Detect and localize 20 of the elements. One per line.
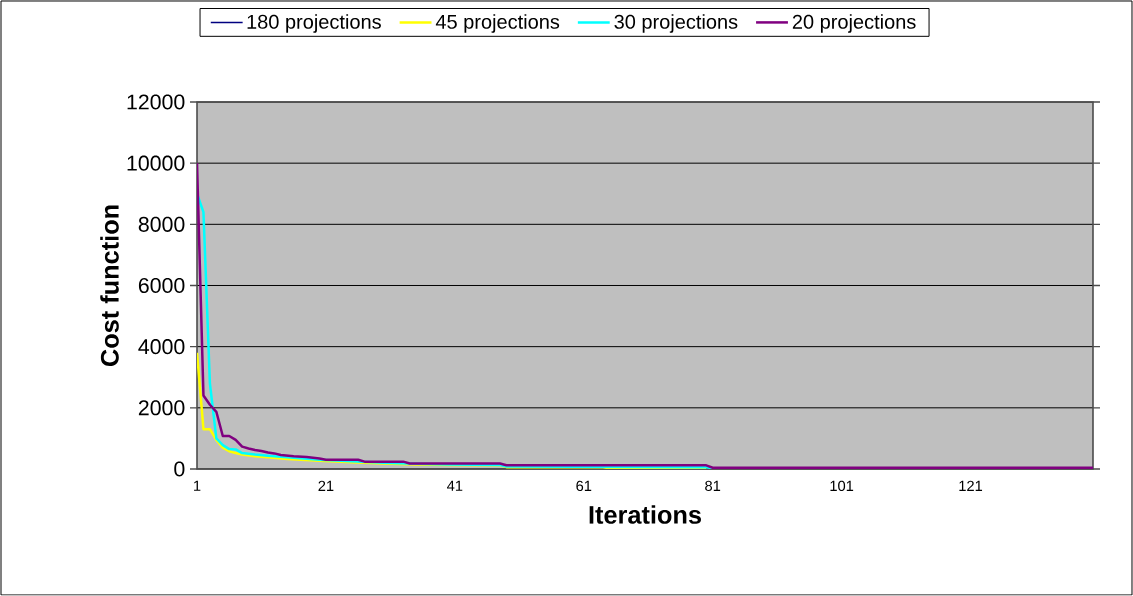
legend-label: 20 projections [792, 14, 916, 33]
y-tick-label: 8000 [138, 216, 185, 232]
legend-label: 30 projections [614, 14, 738, 33]
y-tick-label: 4000 [138, 339, 185, 355]
y-tick-label: 12000 [127, 94, 185, 110]
y-tick-label: 0 [174, 461, 185, 477]
y-tick-label: 10000 [127, 155, 185, 171]
x-tick-label: 61 [576, 480, 592, 492]
x-tick-label: 81 [705, 480, 721, 492]
x-tick-label: 41 [447, 480, 463, 491]
y-axis-title: Cost function [100, 205, 119, 367]
x-axis-title: Iterations [589, 505, 701, 524]
x-tick-label: 101 [830, 480, 854, 492]
y-tick-label: 6000 [138, 277, 185, 294]
legend-label: 180 projections [247, 14, 381, 33]
x-tick-label: 1 [194, 480, 201, 491]
x-tick-label: 21 [318, 480, 334, 491]
x-tick-label: 121 [959, 480, 983, 491]
y-tick-label: 2000 [138, 400, 185, 416]
legend-label: 45 projections [435, 14, 560, 33]
